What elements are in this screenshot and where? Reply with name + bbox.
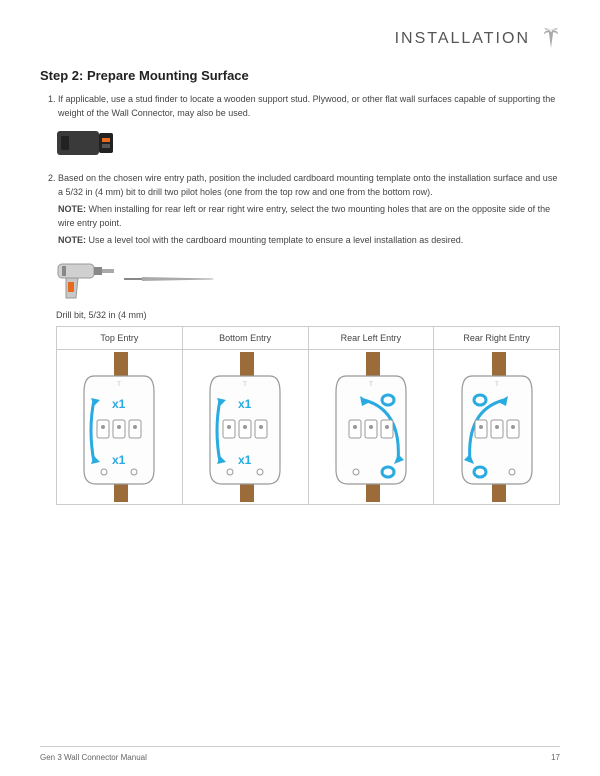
svg-text:T: T — [243, 382, 247, 388]
instruction-item-2: Based on the chosen wire entry path, pos… — [58, 172, 560, 248]
col-header-1: Top Entry — [57, 327, 183, 350]
diagram-top-entry: T x1 x1 — [57, 350, 183, 505]
step-title: Step 2: Prepare Mounting Surface — [40, 68, 560, 83]
tesla-logo-icon — [542, 28, 560, 50]
instruction-text-2: Based on the chosen wire entry path, pos… — [58, 173, 557, 197]
col-header-2: Bottom Entry — [183, 327, 309, 350]
drill-bit-icon — [124, 276, 214, 282]
note-label: NOTE: — [58, 204, 86, 214]
header-title: INSTALLATION — [395, 30, 530, 48]
col-header-3: Rear Left Entry — [309, 327, 435, 350]
note-1: NOTE: When installing for rear left or r… — [58, 203, 560, 230]
note-2: NOTE: Use a level tool with the cardboar… — [58, 234, 560, 248]
note-1-text: When installing for rear left or rear ri… — [58, 204, 550, 228]
entry-diagram-grid: Top Entry Bottom Entry Rear Left Entry R… — [56, 326, 560, 505]
col-header-4: Rear Right Entry — [434, 327, 560, 350]
footer-page-number: 17 — [551, 753, 560, 762]
diagram-rear-right-entry: T — [434, 350, 560, 505]
svg-text:T: T — [495, 382, 499, 388]
drill-bit-caption: Drill bit, 5/32 in (4 mm) — [56, 310, 560, 320]
instruction-list: If applicable, use a stud finder to loca… — [40, 93, 560, 120]
page-footer: Gen 3 Wall Connector Manual 17 — [40, 746, 560, 762]
svg-text:T: T — [369, 382, 373, 388]
drill-icon — [56, 256, 116, 302]
footer-left: Gen 3 Wall Connector Manual — [40, 753, 147, 762]
instruction-text-1: If applicable, use a stud finder to loca… — [58, 94, 555, 118]
instruction-list-2: Based on the chosen wire entry path, pos… — [40, 172, 560, 248]
note-label-2: NOTE: — [58, 235, 86, 245]
page-header: INSTALLATION — [40, 28, 560, 50]
diagram-bottom-entry: T x1 x1 — [183, 350, 309, 505]
diagram-rear-left-entry: T — [309, 350, 435, 505]
svg-text:T: T — [118, 382, 122, 388]
svg-text:x1: x1 — [238, 453, 252, 467]
svg-text:x1: x1 — [238, 397, 252, 411]
svg-text:x1: x1 — [112, 397, 126, 411]
instruction-item-1: If applicable, use a stud finder to loca… — [58, 93, 560, 120]
drill-illustration — [56, 256, 560, 302]
svg-text:x1: x1 — [112, 453, 126, 467]
note-2-text: Use a level tool with the cardboard moun… — [89, 235, 464, 245]
stud-finder-icon — [56, 128, 560, 160]
